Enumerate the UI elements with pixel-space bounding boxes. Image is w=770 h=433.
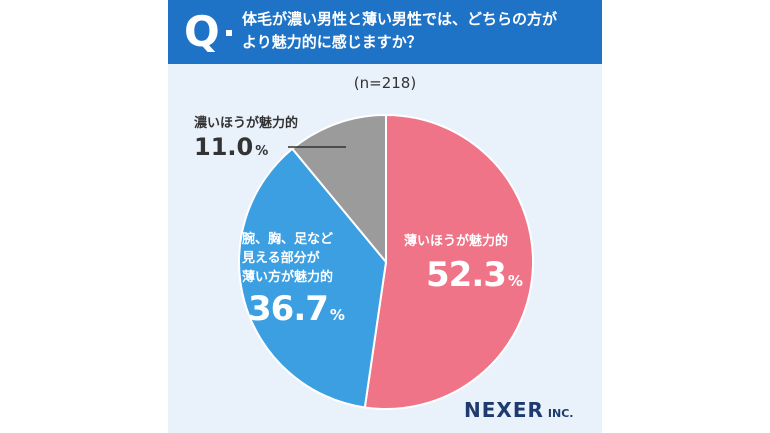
slice-label-partial-line-3: 薄い方が魅力的	[242, 270, 334, 285]
question-mark-q: Q	[184, 7, 220, 56]
pie-slice-partial	[238, 147, 388, 409]
question-header: Q 体毛が濃い男性と薄い男性では、どちらの方が より魅力的に感じますか？	[168, 0, 602, 64]
question-mark-dot	[226, 30, 232, 36]
slice-label-thin-value: 52.3%	[426, 255, 523, 301]
chart-card: Q 体毛が濃い男性と薄い男性では、どちらの方が より魅力的に感じますか？ (n=…	[168, 0, 602, 433]
sample-size-label: (n=218)	[353, 74, 417, 92]
slice-label-thick-category: 濃いほうが魅力的	[194, 116, 299, 131]
company-logo: NEXER INC.	[464, 398, 573, 422]
slice-label-partial: 腕、胸、足など 見える部分が 薄い方が魅力的 36.7%	[242, 230, 345, 335]
pie-slice-thick	[290, 113, 387, 265]
pie-chart	[238, 113, 534, 410]
slice-label-thick: 濃いほうが魅力的 11.0%	[194, 114, 298, 166]
slice-label-thick-value: 11.0%	[194, 133, 298, 166]
slice-label-partial-value: 36.7%	[248, 289, 345, 335]
percent-sign-partial: %	[329, 306, 345, 324]
logo-suffix: INC.	[547, 407, 574, 420]
question-line-1: 体毛が濃い男性と薄い男性では、どちらの方が	[242, 10, 558, 28]
logo-name: NEXER	[464, 398, 544, 422]
slice-label-thin-category: 薄いほうが魅力的	[404, 234, 509, 249]
slice-label-partial-line-2: 見える部分が	[242, 251, 320, 266]
slice-value-thin: 52.3	[426, 255, 507, 295]
slice-label-partial-line-1: 腕、胸、足など	[242, 232, 334, 247]
slice-label-thin: 薄いほうが魅力的 52.3%	[404, 232, 523, 301]
percent-sign-thin: %	[507, 272, 523, 290]
slice-value-partial: 36.7	[248, 289, 329, 329]
percent-sign-thick: %	[255, 144, 269, 159]
question-line-2: より魅力的に感じますか？	[242, 33, 422, 51]
slice-value-thick: 11.0	[194, 133, 254, 161]
pie-slice-thin	[363, 113, 534, 410]
question-text: 体毛が濃い男性と薄い男性では、どちらの方が より魅力的に感じますか？	[242, 8, 592, 54]
